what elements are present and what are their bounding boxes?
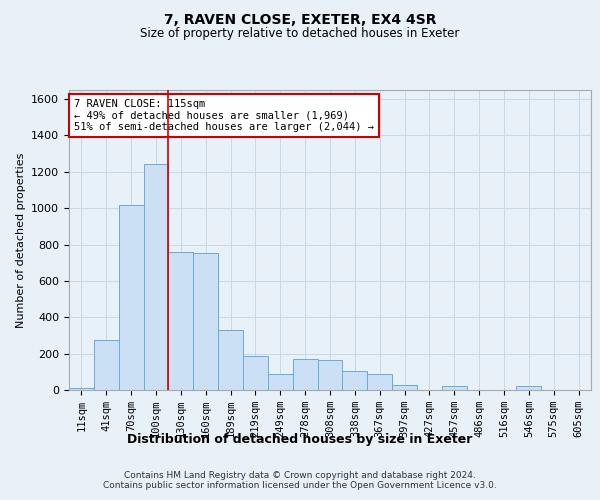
Y-axis label: Number of detached properties: Number of detached properties xyxy=(16,152,26,328)
Bar xyxy=(69,388,94,390)
Text: 7 RAVEN CLOSE: 115sqm
← 49% of detached houses are smaller (1,969)
51% of semi-d: 7 RAVEN CLOSE: 115sqm ← 49% of detached … xyxy=(74,99,374,132)
Bar xyxy=(268,374,293,390)
Bar xyxy=(193,252,218,390)
Bar xyxy=(442,386,467,390)
Bar xyxy=(517,386,541,390)
Bar xyxy=(317,360,343,390)
Bar xyxy=(143,164,169,390)
Bar xyxy=(293,359,317,390)
Bar xyxy=(367,374,392,390)
Bar xyxy=(94,340,119,390)
Bar xyxy=(119,204,143,390)
Text: Contains HM Land Registry data © Crown copyright and database right 2024.
Contai: Contains HM Land Registry data © Crown c… xyxy=(103,470,497,490)
Bar xyxy=(392,386,417,390)
Text: Distribution of detached houses by size in Exeter: Distribution of detached houses by size … xyxy=(127,432,473,446)
Text: Size of property relative to detached houses in Exeter: Size of property relative to detached ho… xyxy=(140,28,460,40)
Bar xyxy=(343,371,367,390)
Bar xyxy=(169,252,193,390)
Text: 7, RAVEN CLOSE, EXETER, EX4 4SR: 7, RAVEN CLOSE, EXETER, EX4 4SR xyxy=(164,12,436,26)
Bar xyxy=(218,330,243,390)
Bar xyxy=(243,356,268,390)
